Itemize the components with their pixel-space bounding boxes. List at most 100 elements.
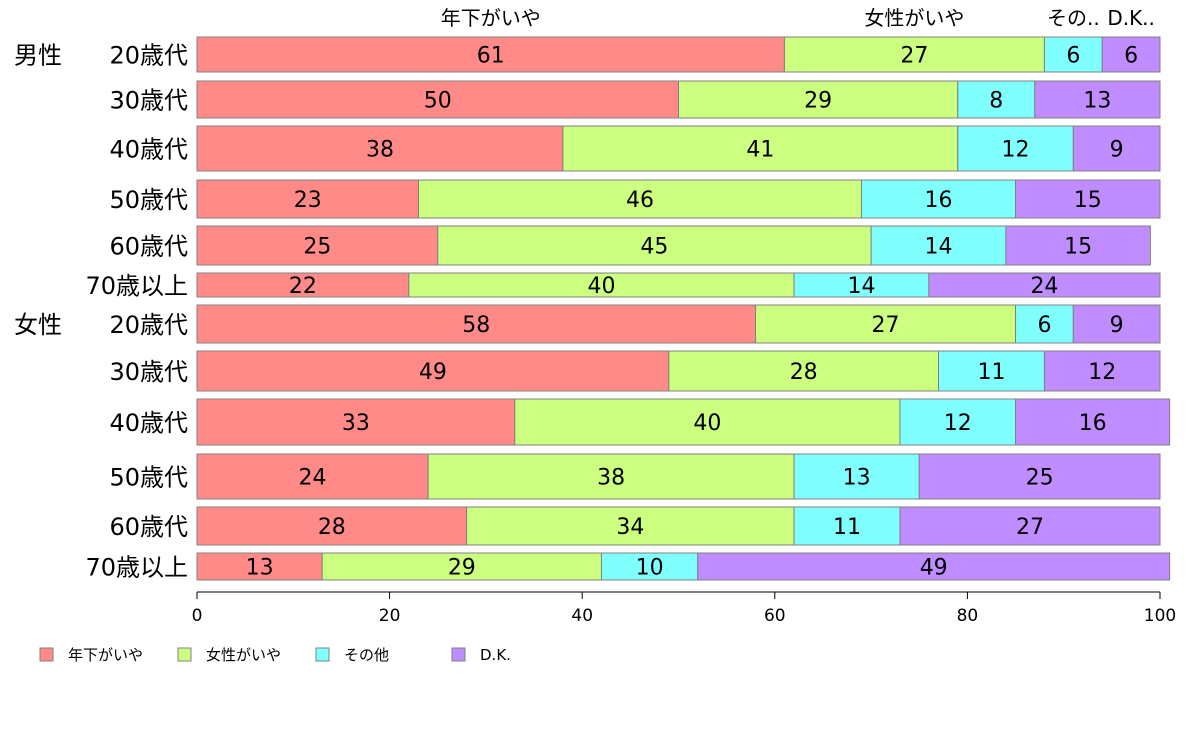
- bar-segment: [1043, 36, 1103, 73]
- data-label: 49: [419, 360, 447, 385]
- bar-segment: [1015, 398, 1171, 446]
- category-label: 60歳代: [109, 513, 188, 541]
- bar-segment: [321, 552, 602, 581]
- data-label: 45: [640, 235, 668, 260]
- value-labels-layer: 61 27 6 6 50 29 8 13 38 41 12 9 23 46 16 15 25 45 14 15 22 40…: [246, 44, 1139, 581]
- data-label: 27: [1016, 515, 1044, 540]
- legend-label: 年下がいや: [68, 646, 143, 664]
- category-label: 40歳代: [109, 409, 188, 437]
- x-tick-label: 0: [192, 606, 203, 626]
- legend-swatch: [177, 647, 192, 662]
- data-label: 34: [616, 515, 644, 540]
- data-label: 25: [303, 235, 331, 260]
- data-label: 22: [289, 274, 317, 299]
- data-label: 12: [1088, 360, 1116, 385]
- legend-swatch: [39, 647, 54, 662]
- bar-segment: [793, 272, 930, 298]
- data-label: 10: [636, 556, 664, 581]
- bar-segment: [697, 552, 1171, 581]
- data-label: 13: [1083, 89, 1111, 114]
- data-label: 27: [900, 44, 928, 69]
- data-label: 40: [693, 411, 721, 436]
- data-label: 13: [246, 556, 274, 581]
- series-header-label: 女性がいや: [864, 6, 964, 30]
- data-label: 29: [448, 556, 476, 581]
- bar-segment: [1072, 304, 1161, 344]
- legend-label: 女性がいや: [206, 646, 281, 664]
- series-header-labels-layer: 年下がいや 女性がいや その.. D.K..: [441, 6, 1155, 30]
- legend: 年下がいや 女性がいや その他 D.K.: [39, 646, 511, 664]
- data-label: 27: [872, 313, 900, 338]
- bar-segment: [437, 225, 872, 266]
- data-label: 40: [587, 274, 615, 299]
- bar-segment: [1072, 125, 1161, 172]
- data-label: 28: [790, 360, 818, 385]
- x-tick-label: 40: [571, 606, 593, 626]
- bar-segment: [870, 225, 1007, 266]
- bar-segment: [562, 125, 959, 172]
- bar-segment: [938, 350, 1045, 392]
- data-label: 11: [833, 515, 861, 540]
- data-label: 16: [925, 188, 953, 213]
- data-label: 41: [746, 138, 774, 163]
- data-label: 15: [1074, 188, 1102, 213]
- data-label: 58: [462, 313, 490, 338]
- category-label: 30歳代: [109, 358, 188, 386]
- category-label: 20歳代: [109, 311, 188, 339]
- series-header-label: D.K..: [1107, 6, 1155, 30]
- bar-segment: [1101, 36, 1161, 73]
- bar-segment: [918, 453, 1161, 500]
- data-label: 11: [977, 360, 1005, 385]
- data-label: 9: [1110, 138, 1124, 163]
- bar-segment: [928, 272, 1161, 298]
- category-labels-layer: 20歳代男性30歳代40歳代50歳代60歳代70歳以上20歳代女性30歳代40歳…: [14, 42, 188, 582]
- bar-segment: [1005, 225, 1151, 266]
- bar-segment: [793, 506, 901, 546]
- data-label: 28: [318, 515, 346, 540]
- data-label: 23: [294, 188, 322, 213]
- series-header-label: その..: [1047, 6, 1100, 30]
- category-label: 60歳代: [109, 233, 188, 261]
- data-label: 14: [925, 235, 953, 260]
- category-label: 20歳代: [109, 42, 188, 70]
- bar-segment: [196, 272, 410, 298]
- x-tick-label: 80: [957, 606, 979, 626]
- bar-segment: [196, 552, 323, 581]
- data-label: 25: [1026, 466, 1054, 491]
- category-label: 50歳代: [109, 464, 188, 492]
- bar-segment: [196, 80, 679, 119]
- data-label: 6: [1037, 313, 1051, 338]
- x-axis: 0 20 40 60 80 100: [192, 591, 1176, 626]
- data-label: 8: [989, 89, 1003, 114]
- bar-segment: [196, 36, 785, 73]
- bar-segment: [1015, 179, 1161, 219]
- data-label: 33: [342, 411, 370, 436]
- data-label: 24: [1030, 274, 1058, 299]
- data-label: 50: [424, 89, 452, 114]
- data-label: 6: [1124, 44, 1138, 69]
- bar-segment: [899, 398, 1017, 446]
- data-label: 12: [944, 411, 972, 436]
- data-label: 29: [804, 89, 832, 114]
- data-label: 46: [626, 188, 654, 213]
- bar-segment: [196, 506, 468, 546]
- category-label: 50歳代: [109, 186, 188, 214]
- bar-segment: [783, 36, 1045, 73]
- bar-segment: [408, 272, 795, 298]
- category-label: 40歳代: [109, 136, 188, 164]
- series-header-label: 年下がいや: [441, 6, 541, 30]
- bar-segment: [196, 350, 670, 392]
- x-tick-label: 60: [764, 606, 786, 626]
- bar-segment: [427, 453, 795, 500]
- bar-segment: [678, 80, 959, 119]
- legend-label: その他: [344, 646, 389, 664]
- bar-segment: [957, 80, 1036, 119]
- bar-segment: [196, 179, 419, 219]
- x-tick-label: 20: [379, 606, 401, 626]
- bar-segment: [1043, 350, 1161, 392]
- legend-swatch: [451, 647, 466, 662]
- data-label: 13: [843, 466, 871, 491]
- bar-segment: [514, 398, 901, 446]
- category-label: 30歳代: [109, 87, 188, 115]
